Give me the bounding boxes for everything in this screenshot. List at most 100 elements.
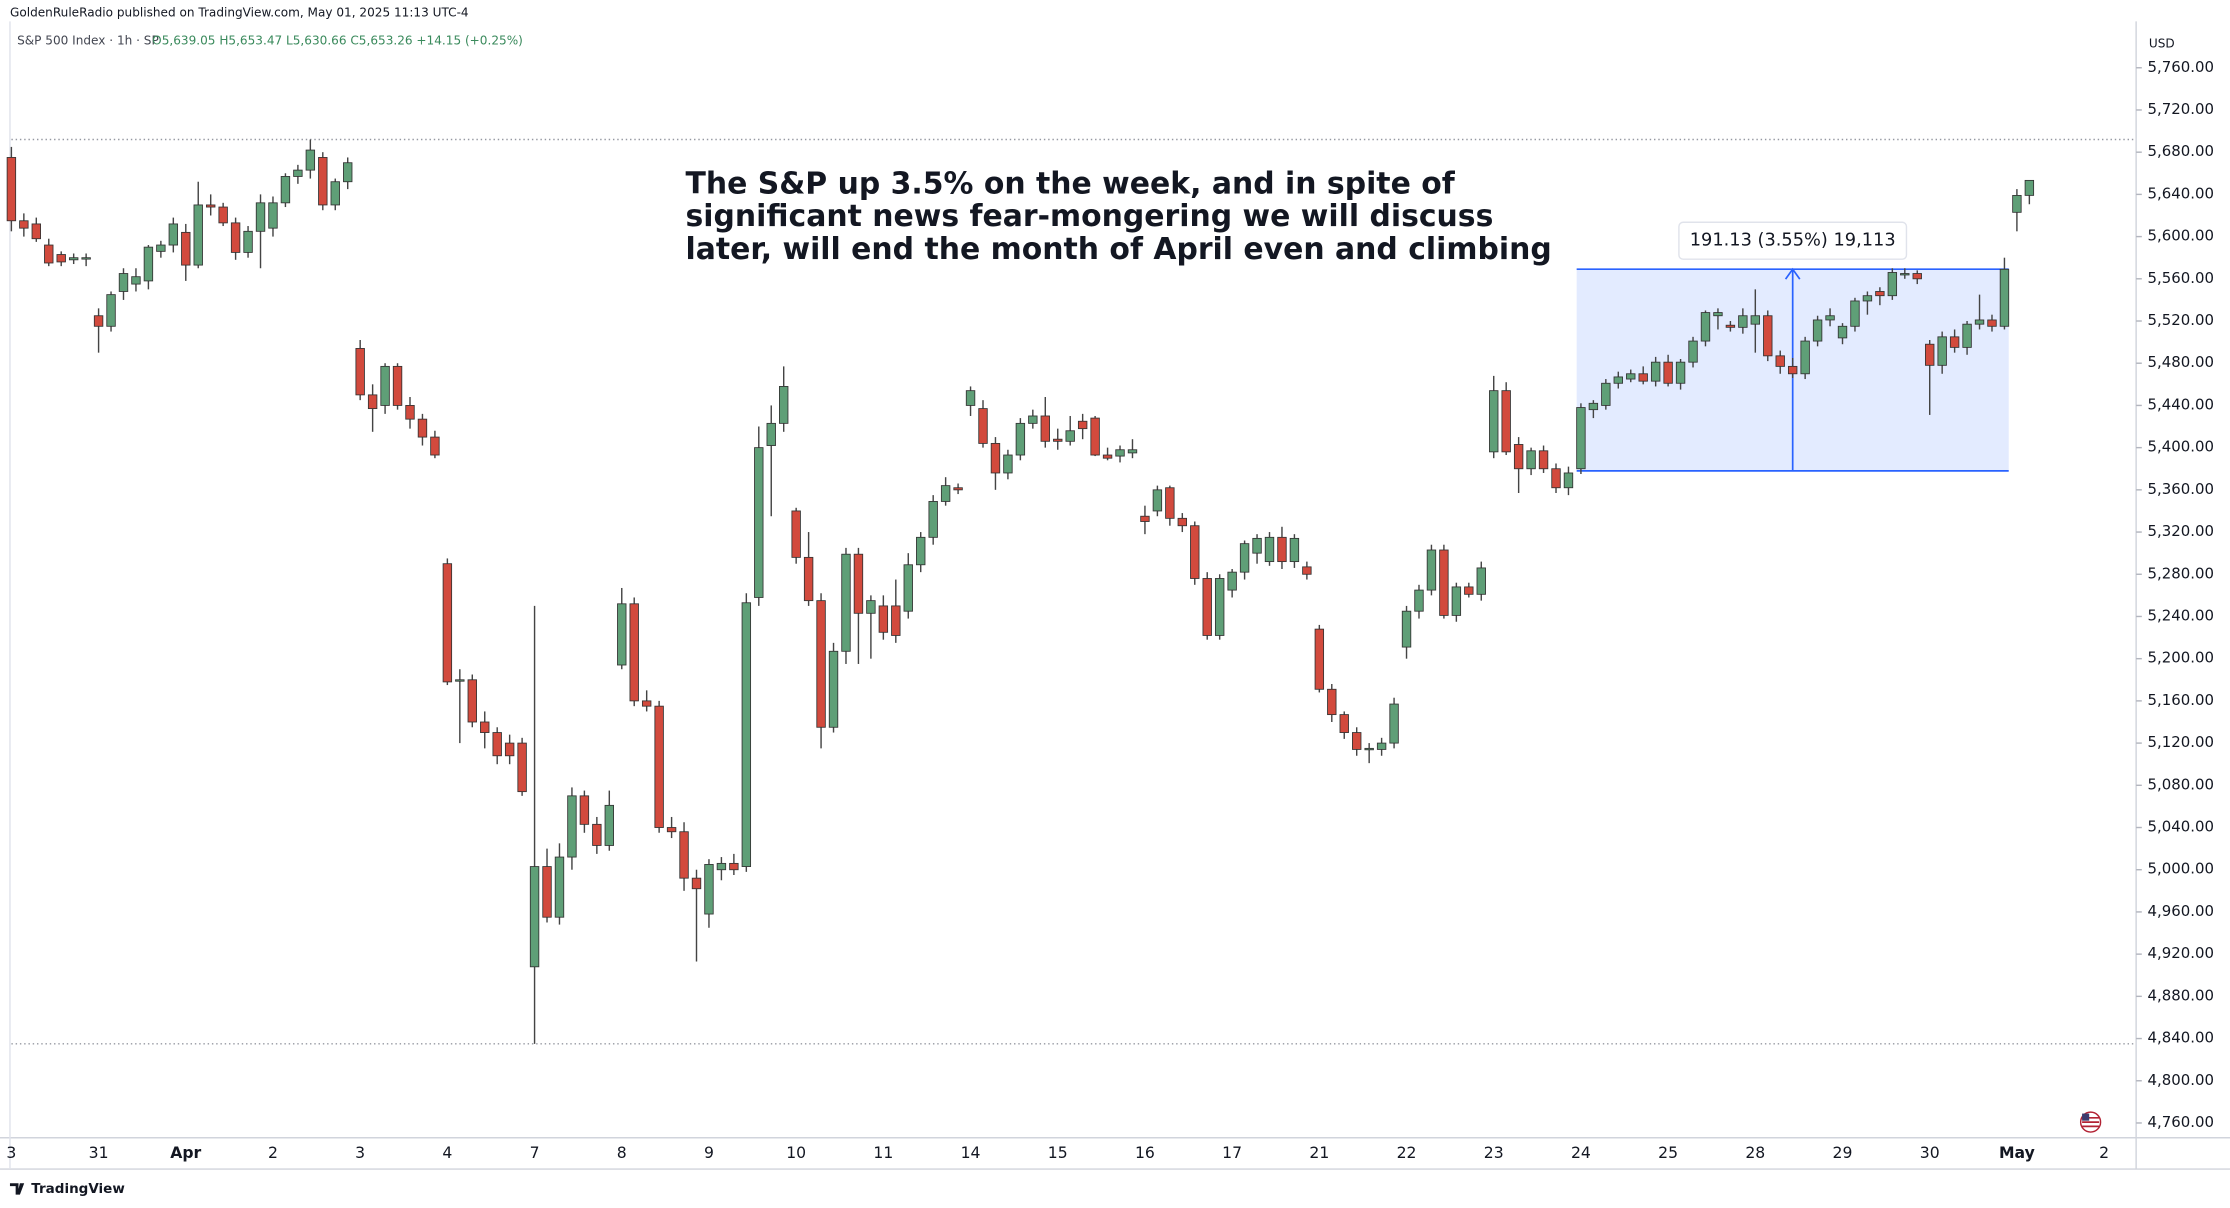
candle-body	[1476, 567, 1486, 595]
candle-body	[1650, 361, 1661, 382]
candle-body	[1875, 291, 1885, 297]
candle-body	[1439, 549, 1449, 616]
y-tick-label: 5,480.00	[2148, 353, 2214, 371]
candle-body	[729, 862, 739, 871]
candle-body	[1825, 315, 1835, 321]
y-tick-label: 4,880.00	[2148, 986, 2214, 1004]
y-tick-label: 4,760.00	[2148, 1113, 2214, 1131]
x-tick-label: 3	[355, 1143, 365, 1162]
candle-body	[1576, 407, 1586, 470]
y-tick-label: 4,920.00	[2148, 944, 2214, 962]
y-tick-label: 5,680.00	[2148, 142, 2214, 160]
candle-body	[1974, 319, 1985, 325]
x-tick-label: 28	[1745, 1143, 1765, 1162]
candle-body	[1489, 390, 1499, 453]
candle-body	[1738, 315, 1748, 328]
candle-body	[1053, 438, 1063, 442]
measure-arrowhead	[1784, 267, 1801, 280]
candle-body	[1239, 543, 1250, 573]
candle-body	[2024, 179, 2035, 196]
candle-body	[467, 679, 477, 723]
candle-body	[68, 257, 79, 261]
candle-body	[766, 422, 776, 446]
candle-body	[1713, 312, 1723, 317]
y-tick-label: 5,160.00	[2148, 691, 2214, 709]
candle-body	[1862, 295, 1873, 302]
candle-body	[1327, 688, 1337, 716]
candle-body	[430, 436, 440, 456]
x-tick-label: 31	[89, 1143, 109, 1162]
candle-body	[1925, 343, 1935, 366]
x-tick-label: 3	[6, 1143, 16, 1162]
x-tick-label: 11	[873, 1143, 893, 1162]
y-tick-label: 5,360.00	[2148, 480, 2214, 498]
candle-body	[691, 877, 702, 890]
candle-body	[1601, 382, 1611, 406]
candle-body	[1352, 732, 1362, 750]
candle-body	[779, 386, 789, 424]
candle-body	[1214, 578, 1225, 636]
candle-body	[118, 273, 129, 292]
candle-body	[206, 204, 216, 208]
candle-body	[1028, 415, 1038, 424]
candle-body	[1202, 578, 1212, 636]
candle-body	[1626, 373, 1636, 380]
y-tick-label: 5,520.00	[2148, 311, 2214, 329]
candle-body	[81, 257, 91, 260]
x-tick-label: 2	[2099, 1143, 2109, 1162]
candle-body	[218, 206, 228, 224]
candle-body	[1787, 365, 1798, 375]
y-tick-label: 5,200.00	[2148, 649, 2214, 667]
measure-label: 191.13 (3.55%) 19,113	[1690, 231, 1896, 251]
x-tick-label: 14	[961, 1143, 981, 1162]
candle-body	[1289, 537, 1300, 563]
candle-body	[567, 795, 577, 858]
y-tick-label: 5,000.00	[2148, 860, 2214, 878]
candle-body	[965, 390, 976, 406]
x-tick-label: 15	[1048, 1143, 1068, 1162]
x-tick-label: 4	[442, 1143, 452, 1162]
candle-body	[1190, 525, 1200, 579]
y-tick-label: 5,400.00	[2148, 438, 2214, 456]
candle-body	[480, 721, 490, 733]
candle-body	[1800, 340, 1810, 375]
candle-body	[542, 866, 552, 918]
candle-body	[1464, 586, 1474, 595]
candle-body	[1339, 714, 1349, 733]
candle-body	[1538, 450, 1549, 470]
candle-body	[405, 405, 415, 420]
candle-body	[1638, 373, 1648, 382]
x-tick-label: 30	[1920, 1143, 1940, 1162]
x-tick-label: 10	[786, 1143, 806, 1162]
y-tick-label: 5,080.00	[2148, 775, 2214, 793]
currency: USD	[2149, 37, 2175, 51]
candle-body	[1887, 272, 1898, 297]
candle-body	[1090, 417, 1100, 456]
x-tick-label: 17	[1222, 1143, 1242, 1162]
y-tick-label: 4,800.00	[2148, 1071, 2214, 1089]
candle-body	[916, 536, 926, 566]
candle-body	[891, 605, 901, 636]
candle-body	[1003, 454, 1013, 474]
candle-body	[492, 732, 502, 757]
annotation-line: The S&P up 3.5% on the week, and in spit…	[686, 166, 1456, 201]
candle-body	[953, 487, 963, 491]
candle-body	[56, 254, 66, 263]
candle-body	[1526, 450, 1536, 470]
candle-body	[1264, 536, 1275, 563]
candle-body	[1376, 742, 1387, 750]
candle-body	[679, 831, 689, 879]
candle-body	[816, 600, 826, 728]
candle-body	[1040, 415, 1050, 442]
candle-body	[1227, 571, 1237, 591]
candle-body	[355, 348, 365, 396]
candle-body	[1252, 537, 1262, 554]
candle-body	[168, 223, 179, 246]
publisher: GoldenRuleRadio published on TradingView…	[10, 5, 469, 19]
logo-text: TradingView	[31, 1181, 125, 1197]
candle-body	[1177, 517, 1188, 527]
candle-body	[1962, 323, 1972, 348]
candle-body	[1688, 340, 1698, 363]
